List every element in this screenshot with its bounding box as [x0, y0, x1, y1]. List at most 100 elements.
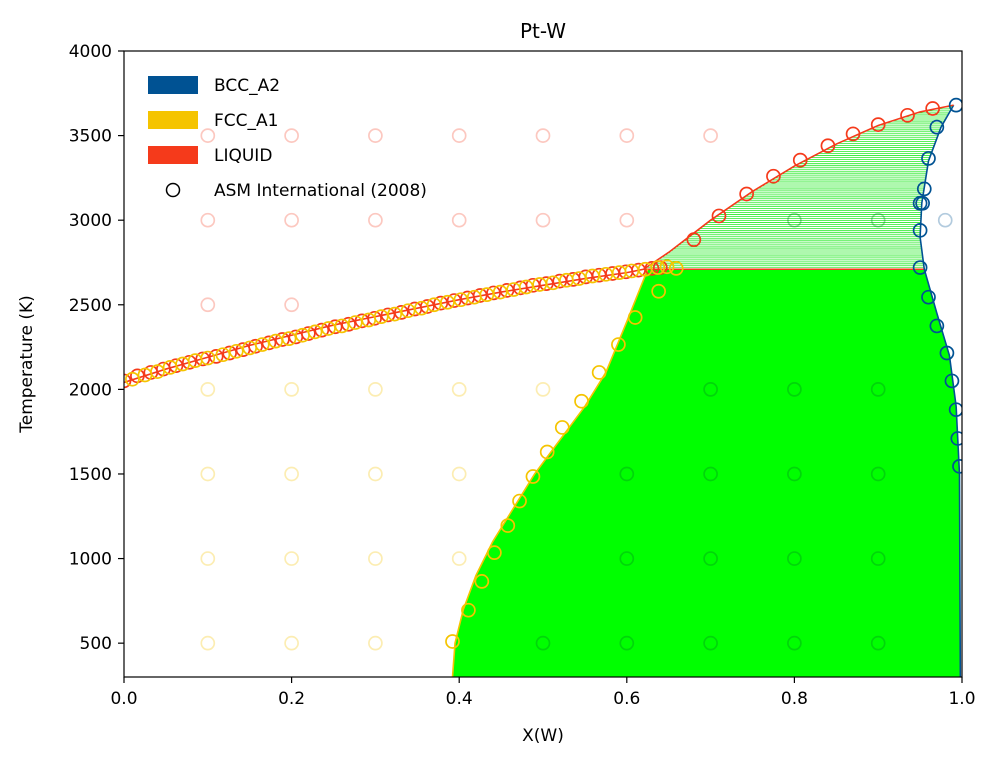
faint-liquid-marker	[200, 212, 216, 228]
liquid-marker	[925, 101, 941, 116]
faint-fcc-marker	[451, 382, 467, 397]
fcc-marker	[512, 493, 527, 509]
liquid-marker	[222, 345, 237, 361]
bcc-marker	[939, 345, 955, 361]
faint-fcc-marker	[284, 466, 299, 482]
x-tick-label: 0.0	[110, 689, 137, 709]
faint-two-phase-marker	[703, 635, 718, 651]
y-tick-label: 1000	[69, 550, 112, 570]
faint-liquid-marker	[451, 212, 467, 228]
y-tick-label: 4000	[69, 42, 112, 62]
liquid-marker	[380, 307, 396, 323]
liquid-marker	[433, 295, 449, 311]
liquid-marker	[686, 232, 702, 247]
bcc-marker	[929, 318, 945, 334]
liquid-marker	[182, 354, 197, 370]
liquid-marker	[275, 332, 290, 347]
faint-liquid-marker	[619, 128, 635, 143]
liquid-marker	[472, 288, 488, 303]
fcc-marker	[445, 634, 460, 649]
liquid-marker	[195, 351, 211, 367]
fcc-marker	[518, 279, 534, 295]
faint-fcc-marker	[200, 466, 216, 482]
liquid-marker	[301, 326, 316, 341]
faint-liquid-marker	[535, 128, 551, 143]
faint-two-phase-marker	[870, 212, 886, 228]
legend-marker-asm	[165, 182, 181, 198]
liquid-marker	[446, 293, 462, 308]
fcc-marker	[307, 324, 323, 340]
faint-fcc-marker	[368, 382, 383, 397]
liquidus-line	[124, 104, 954, 384]
tie-lines	[643, 106, 953, 270]
faint-liquid-marker	[200, 128, 216, 143]
fcc-marker	[400, 303, 416, 319]
liquid-marker	[248, 338, 263, 354]
two-phase-regions	[452, 269, 961, 677]
faint-two-phase-marker	[703, 551, 718, 566]
legend-label-fcc: FCC_A1	[214, 111, 278, 131]
x-tick-label: 0.4	[446, 689, 473, 709]
liquid-marker	[644, 261, 660, 276]
fcc-marker	[487, 545, 502, 560]
fcc-marker	[525, 469, 541, 484]
liquid-marker	[739, 186, 754, 202]
faint-two-phase-marker	[787, 382, 802, 397]
faint-fcc-marker	[535, 382, 551, 397]
fcc-marker	[125, 371, 140, 387]
faint-two-phase-marker	[870, 635, 886, 651]
fcc-boundary	[451, 268, 649, 677]
y-axis: 500 1000 1500 2000 2500 3000 3500 4000	[69, 42, 124, 654]
fcc-marker	[215, 347, 231, 363]
bcc-marker	[952, 459, 962, 474]
faint-fcc-marker	[368, 466, 383, 482]
y-tick-label: 2500	[69, 296, 112, 316]
fcc-marker	[150, 364, 165, 379]
legend-swatch-fcc	[148, 111, 198, 129]
liquid-marker	[870, 117, 886, 132]
faint-two-phase-marker	[619, 635, 635, 651]
bcc-boundary	[919, 104, 962, 677]
y-axis-label: Temperature (K)	[17, 295, 37, 434]
fcc-marker	[254, 337, 270, 352]
liquid-marker	[420, 299, 435, 314]
faint-fcc-marker	[200, 382, 216, 397]
faint-two-phase-marker	[870, 382, 886, 397]
fcc-marker	[492, 284, 508, 300]
faint-two-phase-marker	[787, 635, 802, 651]
bcc-marker	[921, 289, 936, 305]
fcc-marker	[650, 260, 666, 275]
phase-boundaries	[124, 104, 962, 677]
fcc-marker	[539, 444, 555, 460]
fcc-marker	[334, 318, 350, 334]
plot-frame	[123, 50, 963, 678]
chart-title: Pt-W	[520, 19, 566, 43]
faint-two-phase-marker	[619, 551, 635, 566]
x-tick-label: 1.0	[948, 689, 975, 709]
faint-fcc-marker	[451, 466, 467, 482]
faint-fcc-marker	[200, 635, 216, 651]
x-tick-label: 0.6	[613, 689, 640, 709]
fcc-marker	[453, 292, 469, 308]
fcc-marker	[440, 294, 455, 310]
faint-fcc-marker	[284, 551, 299, 566]
bcc-marker	[921, 151, 936, 166]
y-tick-label: 3500	[69, 127, 112, 147]
fcc-marker	[461, 602, 476, 618]
liquid-marker	[261, 335, 277, 351]
liquid-marker	[486, 285, 501, 301]
faint-two-phase-marker	[787, 212, 802, 228]
bcc-marker	[912, 222, 928, 238]
faint-fcc-marker	[368, 635, 383, 651]
liquid-marker	[766, 168, 781, 184]
faint-two-phase-marker	[703, 466, 718, 482]
bcc-marker	[948, 97, 962, 113]
liquid-marker	[539, 276, 554, 291]
fcc-marker	[347, 315, 363, 330]
faint-liquid-marker	[368, 128, 383, 143]
faint-fcc-marker	[284, 635, 299, 651]
faint-liquid-marker	[703, 128, 718, 143]
fcc-marker	[571, 271, 587, 286]
fcc-marker	[651, 283, 666, 299]
fcc-marker	[373, 309, 389, 324]
